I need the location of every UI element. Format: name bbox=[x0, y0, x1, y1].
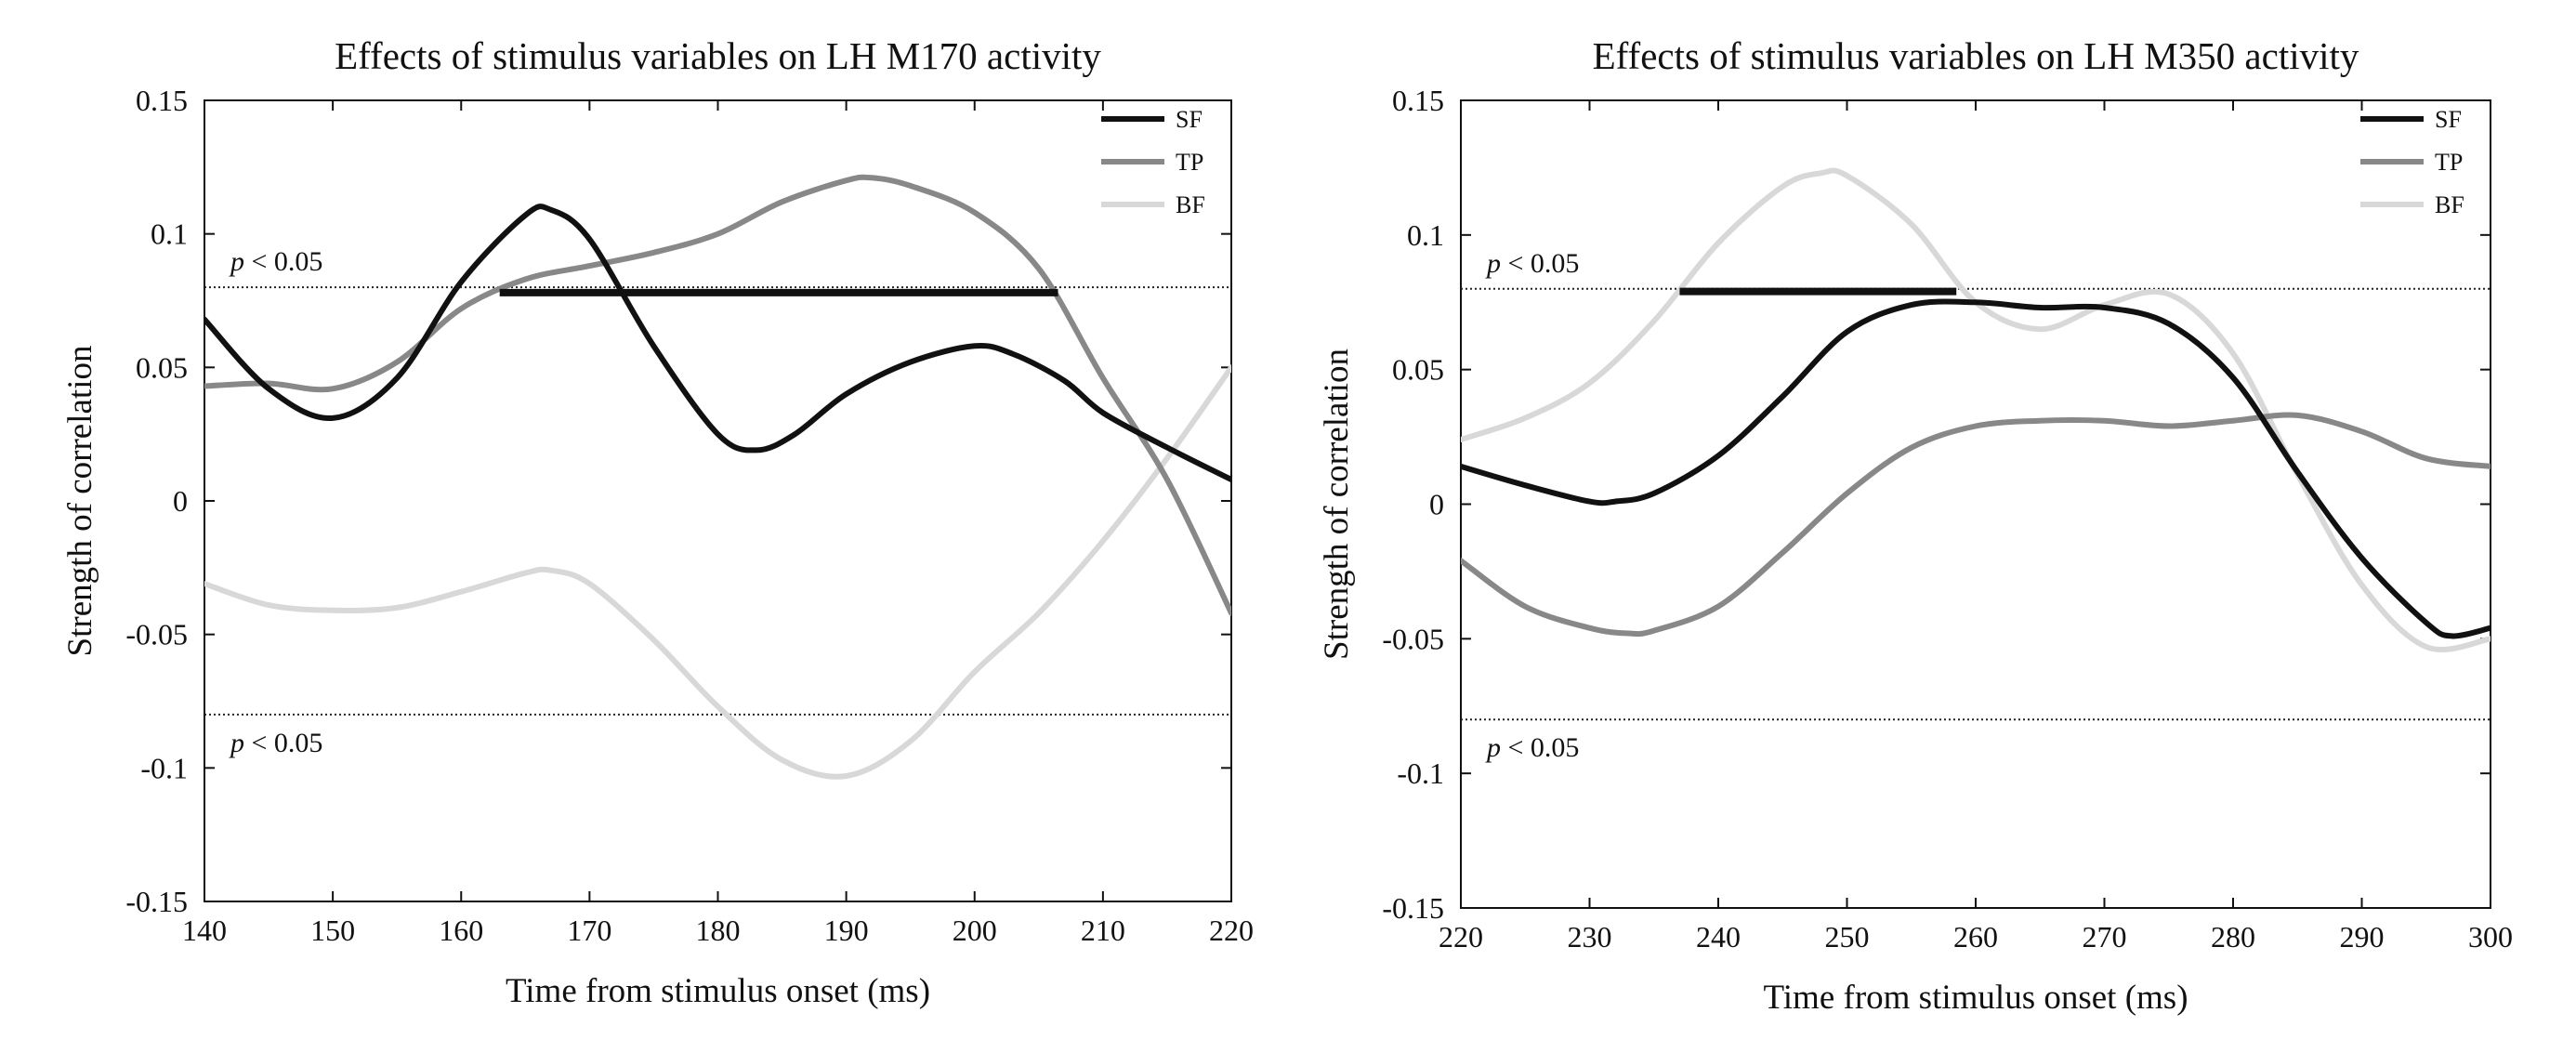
x-tick-label: 190 bbox=[824, 914, 869, 947]
series-line-sf bbox=[204, 204, 1231, 482]
series-group bbox=[204, 174, 1231, 780]
x-tick-label: 170 bbox=[567, 914, 611, 947]
x-tick-label: 160 bbox=[439, 914, 483, 947]
threshold-label-value: < 0.05 bbox=[1501, 732, 1579, 763]
x-tick-label: 250 bbox=[1825, 920, 1870, 954]
series-line-sf bbox=[1461, 298, 2491, 639]
y-tick-label: -0.1 bbox=[140, 751, 188, 784]
threshold-label-p: p bbox=[1485, 248, 1501, 279]
x-axis-label: Time from stimulus onset (ms) bbox=[506, 972, 930, 1010]
x-tick-label: 270 bbox=[2083, 920, 2127, 954]
threshold-label-value: < 0.05 bbox=[244, 246, 322, 277]
x-tick-label: 300 bbox=[2468, 920, 2513, 954]
x-tick-label: 210 bbox=[1081, 914, 1125, 947]
series-line-tp bbox=[204, 174, 1231, 616]
y-tick-label: -0.05 bbox=[125, 618, 188, 651]
x-tick-label: 290 bbox=[2340, 920, 2385, 954]
y-tick-label: 0.1 bbox=[151, 217, 188, 251]
legend-label-bf: BF bbox=[1176, 191, 1205, 218]
x-tick-label: 240 bbox=[1696, 920, 1741, 954]
plot-frame bbox=[204, 99, 1232, 902]
x-tick-label: 180 bbox=[696, 914, 741, 947]
y-tick-label: 0.15 bbox=[136, 84, 188, 117]
threshold-label: p < 0.05 bbox=[1485, 248, 1579, 279]
y-axis-label: Strength of correlation bbox=[61, 346, 99, 657]
threshold-label: p < 0.05 bbox=[229, 728, 322, 758]
y-tick-label: 0.1 bbox=[1407, 218, 1444, 252]
threshold-label: p < 0.05 bbox=[229, 246, 322, 277]
y-tick-label: -0.15 bbox=[1382, 891, 1444, 925]
x-tick-label: 140 bbox=[182, 914, 227, 947]
legend-label-bf: BF bbox=[2435, 191, 2464, 218]
x-tick-label: 220 bbox=[1209, 914, 1254, 947]
y-tick-label: 0.05 bbox=[136, 350, 188, 384]
y-tick-label: 0 bbox=[173, 484, 188, 518]
legend-label-sf: SF bbox=[2435, 106, 2462, 133]
x-tick-label: 220 bbox=[1439, 920, 1483, 954]
x-tick-label: 200 bbox=[953, 914, 997, 947]
y-tick-label: 0.15 bbox=[1392, 84, 1444, 117]
chart-title: Effects of stimulus variables on LH M350… bbox=[1593, 34, 2359, 77]
chart-left: 140 150 160 170 180 190 200 210 220 0.15 0.1 0.05 0 -… bbox=[61, 34, 1254, 1010]
y-tick-label: -0.05 bbox=[1382, 622, 1444, 655]
y-tick-label: 0.05 bbox=[1392, 353, 1444, 387]
x-tick-label: 230 bbox=[1568, 920, 1612, 954]
legend-label-tp: TP bbox=[2435, 149, 2463, 176]
y-axis-label: Strength of correlation bbox=[1318, 349, 1356, 660]
threshold-label-value: < 0.05 bbox=[244, 728, 322, 758]
threshold-label-p: p bbox=[229, 728, 244, 758]
x-tick-label: 260 bbox=[1953, 920, 1998, 954]
threshold-label-p: p bbox=[229, 246, 244, 277]
threshold-label: p < 0.05 bbox=[1485, 732, 1579, 763]
x-axis-label: Time from stimulus onset (ms) bbox=[1763, 979, 2188, 1017]
y-tick-label: 0 bbox=[1429, 488, 1444, 521]
series-group bbox=[1461, 167, 2491, 652]
series-line-tp bbox=[1461, 412, 2491, 638]
legend-label-sf: SF bbox=[1176, 106, 1203, 133]
chart-title: Effects of stimulus variables on LH M170… bbox=[335, 34, 1101, 77]
y-tick-label: -0.1 bbox=[1397, 756, 1444, 790]
threshold-label-value: < 0.05 bbox=[1501, 248, 1579, 279]
x-tick-label: 280 bbox=[2211, 920, 2255, 954]
y-tick-label: -0.15 bbox=[125, 885, 188, 918]
series-line-bf bbox=[1461, 167, 2491, 652]
threshold-label-p: p bbox=[1485, 732, 1501, 763]
chart-right: 220 230 240 250 260 270 280 290 300 0.15 0.1 0.05 0 -… bbox=[1318, 34, 2513, 1017]
series-line-bf bbox=[204, 364, 1231, 780]
x-tick-label: 150 bbox=[310, 914, 355, 947]
legend-label-tp: TP bbox=[1176, 149, 1203, 176]
